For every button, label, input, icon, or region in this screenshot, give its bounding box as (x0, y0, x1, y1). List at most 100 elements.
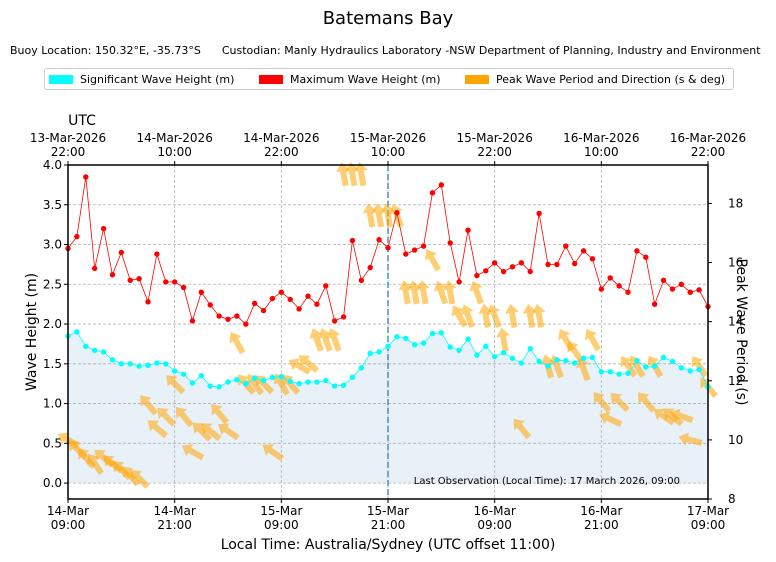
y2-axis-label: Peak Wave Period (s) (733, 259, 749, 406)
tp-arrow-shape (380, 203, 395, 228)
hmax-point (385, 245, 391, 251)
legend-label-tp: Peak Wave Period and Direction (s & deg) (496, 72, 726, 86)
tp-arrow (487, 304, 502, 329)
tp-arrow (584, 329, 601, 352)
hs-point (349, 374, 356, 381)
hmax-point (536, 210, 542, 217)
hmax-point (403, 251, 409, 257)
utc-tick-time: 22:00 (264, 145, 299, 159)
hmax-point (243, 321, 249, 327)
hs-point (589, 354, 596, 361)
hmax-point (234, 313, 240, 319)
hmax-point (171, 279, 178, 285)
x-axis-label: Local Time: Australia/Sydney (UTC offset… (221, 537, 556, 553)
hmax-point (189, 318, 196, 324)
hs-point (189, 380, 196, 386)
hmax-point (607, 275, 613, 281)
y2-tick-label: 8 (728, 492, 736, 506)
tp-arrow (478, 303, 493, 329)
hmax-point (580, 248, 587, 254)
y2-tick-label: 16 (728, 256, 743, 270)
hs-point (580, 355, 587, 361)
hmax-point (483, 268, 489, 274)
x-tick-date: 16-Mar (474, 504, 516, 518)
tp-arrow (575, 357, 591, 382)
tp-arrow (678, 432, 703, 446)
hmax-point (91, 265, 98, 272)
tp-arrow-shape (451, 305, 468, 328)
hs-point (216, 384, 222, 390)
y-tick-label: 1.0 (43, 397, 62, 411)
hs-point (358, 365, 365, 371)
tp-arrow-shape (416, 280, 430, 305)
hmax-point (571, 260, 578, 267)
x-tick-time: 09:00 (264, 518, 299, 532)
tp-arrow-shape (201, 423, 222, 442)
tp-arrow-shape (678, 432, 703, 446)
tp-arrow (620, 356, 638, 378)
tp-arrow-shape (192, 422, 212, 442)
tp-arrow-shape (504, 303, 519, 329)
tp-arrow-shape (211, 404, 230, 425)
hs-point (625, 370, 631, 377)
tp-arrow (638, 392, 656, 413)
tp-arrow (166, 375, 186, 395)
hs-point (74, 329, 80, 335)
hs-point (331, 383, 338, 389)
tp-arrow (157, 407, 177, 427)
y-tick-label: 1.5 (43, 357, 62, 371)
tp-arrow-shape (670, 408, 694, 424)
x-tick-date: 16-Mar (580, 504, 622, 518)
tp-arrow (201, 423, 222, 442)
hs-point (678, 365, 685, 371)
legend-label-hmax: Maximum Wave Height (m) (290, 72, 441, 86)
hmax-point (260, 307, 267, 314)
hmax-point (83, 174, 89, 180)
tp-arrow-shape (638, 392, 656, 413)
hmax-point (314, 301, 320, 307)
tp-arrow (424, 249, 441, 272)
utc-tick-date: 13-Mar-2026 (30, 131, 106, 145)
x-tick-time: 21:00 (157, 518, 192, 532)
tp-arrow (175, 407, 194, 428)
x-tick-time: 09:00 (51, 518, 86, 532)
utc-tick-time: 10:00 (584, 145, 619, 159)
tp-arrow (469, 280, 484, 305)
tp-arrow (229, 331, 246, 355)
tp-arrow-shape (140, 395, 159, 416)
chart-title: Batemans Bay (322, 8, 454, 29)
hs-point (260, 377, 267, 384)
hmax-point (500, 268, 507, 275)
tp-arrow-shape (288, 358, 311, 375)
hmax-point (109, 272, 116, 278)
x-tick-date: 15-Mar (260, 504, 302, 518)
tp-arrow-shape (229, 331, 246, 355)
tp-arrow-shape (478, 303, 493, 329)
tp-arrow (262, 444, 284, 462)
tp-arrow (344, 162, 359, 187)
hs-point (243, 380, 249, 387)
hs-point (376, 349, 382, 355)
tp-arrow (567, 341, 585, 363)
hs-point (616, 371, 622, 377)
tp-arrow (522, 303, 537, 329)
utc-tick-date: 15-Mar-2026 (456, 131, 532, 145)
hmax-point (287, 296, 293, 303)
hs-point (109, 357, 116, 363)
tp-arrow (273, 373, 290, 396)
hmax-point (296, 306, 302, 312)
y-tick-label: 0.0 (43, 476, 62, 490)
tp-arrow-shape (218, 423, 240, 441)
tp-arrow-shape (620, 356, 638, 378)
tp-arrow (247, 373, 265, 396)
hs-point (643, 364, 649, 370)
hmax-point (456, 279, 462, 285)
y-tick-label: 2.5 (43, 277, 62, 291)
legend-swatch-hmax (259, 74, 283, 84)
hs-point (278, 373, 285, 380)
hs-point (483, 343, 489, 350)
hmax-point (136, 276, 142, 282)
tp-arrow-shape (344, 162, 359, 187)
hmax-point (616, 283, 622, 289)
hmax-point (340, 314, 347, 320)
